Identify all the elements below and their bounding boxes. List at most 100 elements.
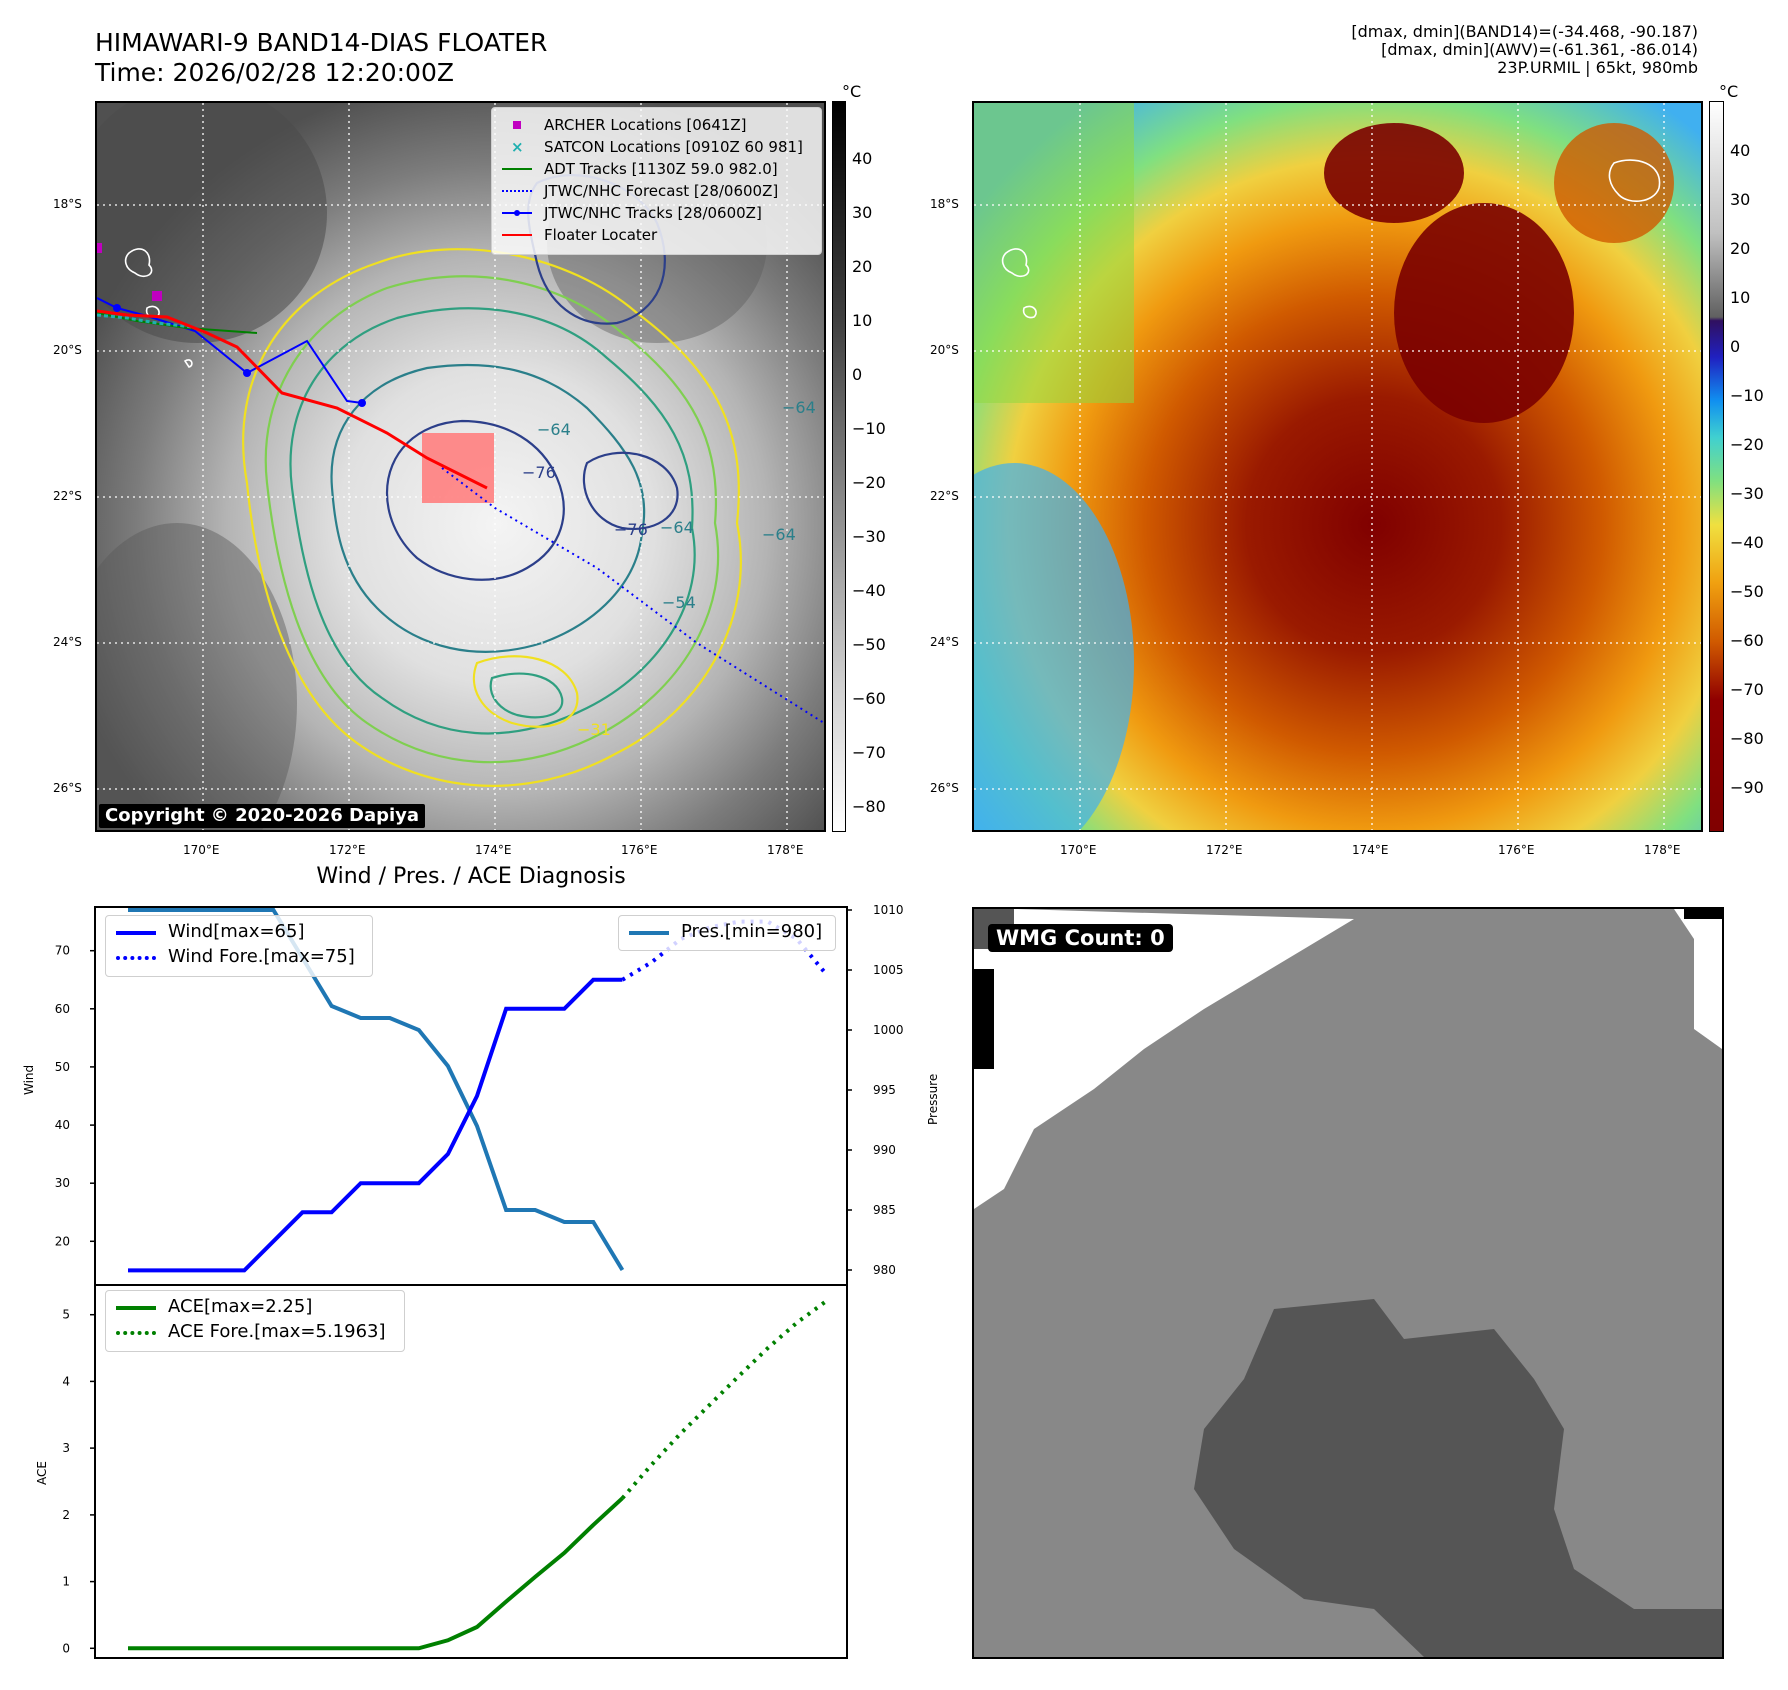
floater-locater-track bbox=[97, 309, 488, 490]
ir-colorbar-tick: −20 bbox=[852, 473, 886, 492]
legend-item-adt: ADT Tracks [1130Z 59.0 982.0] bbox=[502, 158, 811, 180]
contour-label: −64 bbox=[762, 525, 796, 544]
wind-legend: Wind[max=65] Wind Fore.[max=75] bbox=[105, 915, 373, 977]
ace-tick-label: 0 bbox=[62, 1641, 70, 1655]
timestamp-label: Time: 2026/02/28 12:20:00Z bbox=[95, 58, 454, 87]
pressure-tick-label: 985 bbox=[873, 1203, 896, 1217]
lon-label: 170°E bbox=[1060, 843, 1097, 857]
pressure-tick-label: 1000 bbox=[873, 1023, 904, 1037]
lon-label: 174°E bbox=[475, 843, 512, 857]
enhanced-ir-panel bbox=[972, 101, 1703, 832]
legend-item-ace-forecast: ACE Fore.[max=5.1963] bbox=[116, 1319, 394, 1344]
ace-tick-label: 5 bbox=[62, 1308, 70, 1322]
ir-colorbar-tick: −40 bbox=[852, 581, 886, 600]
legend-item-satcon: × SATCON Locations [0910Z 60 981] bbox=[511, 138, 803, 156]
enh-colorbar-tick: −20 bbox=[1730, 435, 1764, 454]
legend-item-jtwc-forecast: JTWC/NHC Forecast [28/0600Z] bbox=[502, 180, 811, 202]
ir-colorbar-tick: −10 bbox=[852, 419, 886, 438]
ace-tick-label: 4 bbox=[62, 1374, 70, 1388]
legend-item-wind: Wind[max=65] bbox=[116, 919, 362, 944]
pressure-series bbox=[128, 908, 625, 1272]
ace-forecast-series bbox=[620, 1299, 828, 1500]
ace-tick-label: 3 bbox=[62, 1441, 70, 1455]
wind-tick-label: 70 bbox=[55, 944, 70, 958]
enh-colorbar-tick: −40 bbox=[1730, 533, 1764, 552]
contour-label: −64 bbox=[660, 518, 694, 537]
enh-colorbar-tick: 20 bbox=[1730, 239, 1751, 258]
contour-label: −64 bbox=[537, 420, 571, 439]
wind-ticks: 70 60 50 40 30 20 bbox=[55, 944, 95, 1248]
wind-axis-label: Wind bbox=[22, 1064, 36, 1095]
ace-tick-label: 2 bbox=[62, 1508, 70, 1522]
lon-label: 178°E bbox=[767, 843, 804, 857]
ir-map-panel: −76 −76 −64 −64 −64 −64 −54 −31 bbox=[95, 101, 826, 832]
enh-colorbar-tick: 40 bbox=[1730, 141, 1751, 160]
ir-colorbar-ticks: 40 30 20 10 0 −10 −20 −30 −40 −50 −60 −7… bbox=[852, 101, 892, 832]
awv-range: [dmax, dmin](AWV)=(-61.361, -86.014) bbox=[1381, 40, 1698, 59]
track-point bbox=[358, 399, 366, 407]
track-point bbox=[113, 304, 121, 312]
contour-label: −31 bbox=[577, 720, 611, 739]
lat-label: 22°S bbox=[930, 489, 959, 503]
wind-tick-label: 40 bbox=[55, 1118, 70, 1132]
lat-label: 18°S bbox=[930, 197, 959, 211]
track-point bbox=[243, 369, 251, 377]
enh-colorbar-tick: −60 bbox=[1730, 631, 1764, 650]
lon-label: 172°E bbox=[329, 843, 366, 857]
wind-tick-label: 20 bbox=[55, 1234, 70, 1248]
lat-label: 20°S bbox=[930, 343, 959, 357]
ace-tick-label: 1 bbox=[62, 1575, 70, 1589]
lon-label: 176°E bbox=[621, 843, 658, 857]
ace-series bbox=[128, 1496, 624, 1651]
archer-marker bbox=[152, 291, 162, 301]
contour-label: −76 bbox=[522, 463, 556, 482]
lon-label: 172°E bbox=[1206, 843, 1243, 857]
lon-label: 178°E bbox=[1644, 843, 1681, 857]
contour-label: −64 bbox=[782, 398, 816, 417]
pressure-legend: Pres.[min=980] bbox=[618, 915, 836, 951]
wmg-count-badge: WMG Count: 0 bbox=[988, 924, 1173, 952]
diag-title: Wind / Pres. / ACE Diagnosis bbox=[316, 864, 626, 889]
enh-colorbar-tick: 0 bbox=[1730, 337, 1741, 356]
lon-label: 170°E bbox=[183, 843, 220, 857]
band14-range: [dmax, dmin](BAND14)=(-34.468, -90.187) bbox=[1351, 22, 1698, 41]
wind-tick-label: 60 bbox=[55, 1002, 70, 1016]
enh-colorbar-tick: 10 bbox=[1730, 288, 1751, 307]
ir-colorbar-tick: 40 bbox=[852, 149, 873, 168]
ir-colorbar-tick: −30 bbox=[852, 527, 886, 546]
enh-colorbar-ticks: 40 30 20 10 0 −10 −20 −30 −40 −50 −60 −7… bbox=[1730, 101, 1780, 832]
ir-colorbar-tick: 10 bbox=[852, 311, 873, 330]
lon-label: 174°E bbox=[1352, 843, 1389, 857]
enh-colorbar bbox=[1709, 101, 1724, 832]
satcon-track bbox=[97, 313, 193, 329]
pressure-tick-label: 990 bbox=[873, 1143, 896, 1157]
contour-label: −54 bbox=[662, 593, 696, 612]
lat-label: 26°S bbox=[930, 781, 959, 795]
legend-item-ace: ACE[max=2.25] bbox=[116, 1294, 394, 1319]
copyright-label: Copyright © 2020-2026 Dapiya bbox=[99, 804, 426, 828]
lat-label: 24°S bbox=[53, 635, 82, 649]
enh-colorbar-tick: −80 bbox=[1730, 729, 1764, 748]
wind-tick-label: 50 bbox=[55, 1060, 70, 1074]
ir-colorbar-tick: −60 bbox=[852, 689, 886, 708]
storm-summary: 23P.URMIL | 65kt, 980mb bbox=[1497, 58, 1698, 77]
pressure-tick-label: 1005 bbox=[873, 963, 904, 977]
enh-colorbar-tick: −30 bbox=[1730, 484, 1764, 503]
legend-item-wind-forecast: Wind Fore.[max=75] bbox=[116, 944, 362, 969]
pressure-ticks: 1010 1005 1000 995 990 985 980 bbox=[847, 903, 904, 1277]
lon-label: 176°E bbox=[1498, 843, 1535, 857]
floater-box bbox=[422, 433, 494, 503]
ace-legend: ACE[max=2.25] ACE Fore.[max=5.1963] bbox=[105, 1290, 405, 1352]
legend-item-pressure: Pres.[min=980] bbox=[629, 919, 825, 944]
pressure-tick-label: 1010 bbox=[873, 903, 904, 917]
ir-colorbar-tick: 30 bbox=[852, 203, 873, 222]
ir-colorbar-tick: 20 bbox=[852, 257, 873, 276]
enhanced-ir-image bbox=[974, 103, 1701, 830]
jtwc-track bbox=[97, 297, 363, 404]
legend-item-archer: ARCHER Locations [0641Z] bbox=[502, 114, 811, 136]
pressure-tick-label: 995 bbox=[873, 1083, 896, 1097]
info-block: [dmax, dmin](BAND14)=(-34.468, -90.187) … bbox=[1351, 23, 1698, 77]
ir-colorbar-tick: −70 bbox=[852, 743, 886, 762]
enh-colorbar-tick: −90 bbox=[1730, 778, 1764, 797]
